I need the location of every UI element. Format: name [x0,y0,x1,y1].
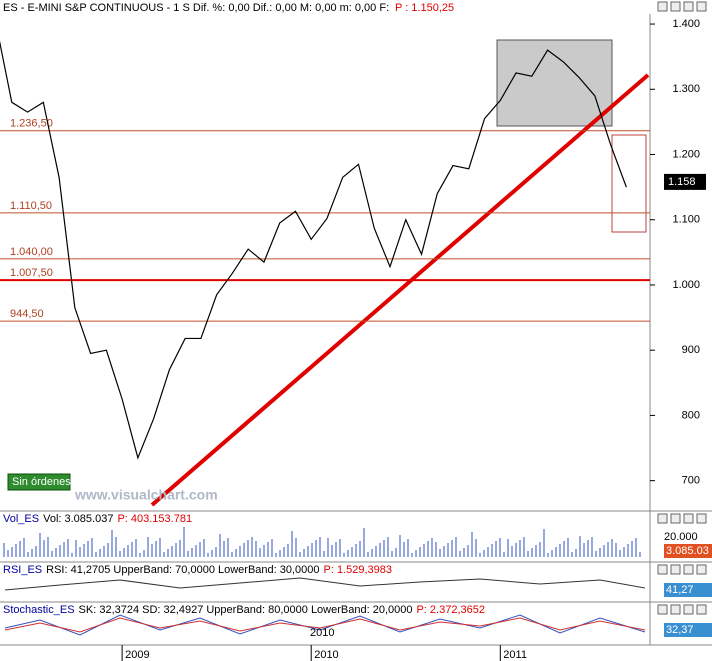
y-tick-label: 1.000 [672,279,700,291]
panel-last: 41,27 [666,584,694,596]
panel-last-box [664,623,712,637]
panel-p: P: 403.153.781 [117,513,192,525]
panel-last-box [664,544,712,558]
panel-scale: 20.000 [664,531,698,543]
panel-title: Vol_ES [3,513,39,525]
button[interactable] [670,564,681,575]
y-tick-label: 700 [682,475,700,487]
volume-bars [3,527,641,557]
button[interactable] [683,564,694,575]
panel-p: P: 2.372,3652 [416,604,485,616]
stochastic-k [4,614,646,636]
x-tick-label: 2009 [125,649,149,661]
button[interactable] [696,1,707,12]
y-tick-label: 900 [682,344,700,356]
price-line [0,40,627,460]
panel-title: Stochastic_ES [3,604,75,616]
button[interactable] [670,1,681,12]
y-tick-label: 1.300 [672,83,700,95]
y-tick-label: 1.100 [672,214,700,226]
button[interactable] [696,513,707,524]
y-tick-label: 800 [682,409,700,421]
panel-last: 3.085.03 [666,545,709,557]
button[interactable] [657,1,668,12]
panel-title: RSI_ES [3,564,42,576]
last-price-box [664,173,706,190]
button[interactable] [696,604,707,615]
trend-line [150,73,650,507]
button[interactable] [683,513,694,524]
level-label: 1.236,50 [10,118,53,130]
header-price: P : 1.150,25 [395,2,454,14]
button[interactable] [670,513,681,524]
orders-badge-text: Sin órdenes [12,476,71,488]
button[interactable] [683,604,694,615]
x-tick-label: 2011 [503,649,527,661]
level-label: 944,50 [10,308,44,320]
y-tick-label: 1.200 [672,148,700,160]
highlight-box [611,134,647,233]
panel-marker: 2010 [310,627,334,639]
level-label: 1.110,50 [10,200,52,212]
watermark: www.visualchart.com [74,487,218,503]
level-label: 1.040,00 [10,246,53,258]
panel-readout: SK: 32,3724 SD: 32,4927 UpperBand: 80,00… [79,604,413,616]
button[interactable] [657,564,668,575]
header-title: ES - E-MINI S&P CONTINUOUS - 1 S Dif. %:… [3,2,389,14]
panel-readout: Vol: 3.085.037 [43,513,113,525]
button[interactable] [657,604,668,615]
panel-last-box [664,583,712,597]
panel-p: P: 1.529,3983 [324,564,393,576]
panel-last: 32,37 [666,624,694,636]
x-tick-label: 2010 [314,649,338,661]
highlight-box [496,39,613,127]
stochastic-d [4,617,646,633]
orders-badge [7,473,71,491]
y-tick-label: 1.400 [672,18,700,30]
rsi-line [4,577,646,591]
last-price-label: 1.158 [668,176,696,188]
button[interactable] [670,604,681,615]
panel-readout: RSI: 41,2705 UpperBand: 70,0000 LowerBan… [46,564,319,576]
window-buttons[interactable] [657,1,707,12]
level-label: 1.007,50 [10,267,53,279]
button[interactable] [657,513,668,524]
button[interactable] [696,564,707,575]
button[interactable] [683,1,694,12]
